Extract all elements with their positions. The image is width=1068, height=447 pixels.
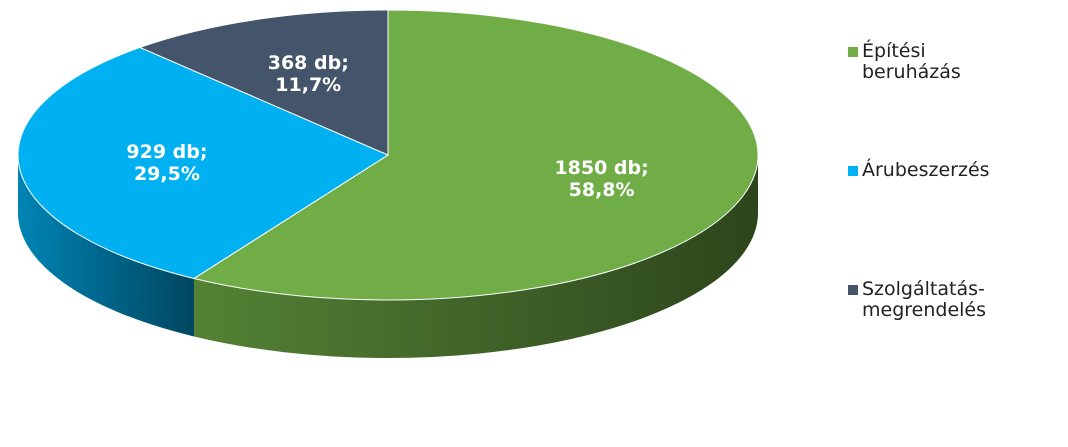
- pie-slice: [17, 46, 390, 279]
- pie-side: [18, 155, 194, 337]
- legend-swatch: [848, 47, 858, 57]
- legend-label: Szolgáltatás-megrendelés: [862, 278, 987, 321]
- pie-side: [193, 155, 759, 358]
- data-label: 1850 db; 58,8%: [542, 157, 662, 201]
- legend-label: Építési beruházás: [862, 40, 961, 83]
- data-label-text: 368 db; 11,7%: [267, 51, 349, 96]
- pie-slice: [192, 9, 759, 301]
- legend-label: Árubeszerzés: [862, 159, 990, 181]
- legend-item: Szolgáltatás-megrendelés: [848, 279, 1022, 321]
- data-label: 929 db; 29,5%: [107, 141, 227, 185]
- data-label: 368 db; 11,7%: [248, 52, 368, 96]
- legend-swatch: [848, 285, 858, 295]
- legend-item: Építési beruházás: [848, 41, 1022, 83]
- pie-slice: [138, 9, 389, 156]
- legend-item: Árubeszerzés: [848, 160, 990, 181]
- legend-swatch: [848, 166, 858, 176]
- data-label-text: 1850 db; 58,8%: [554, 156, 649, 201]
- data-label-text: 929 db; 29,5%: [126, 140, 208, 185]
